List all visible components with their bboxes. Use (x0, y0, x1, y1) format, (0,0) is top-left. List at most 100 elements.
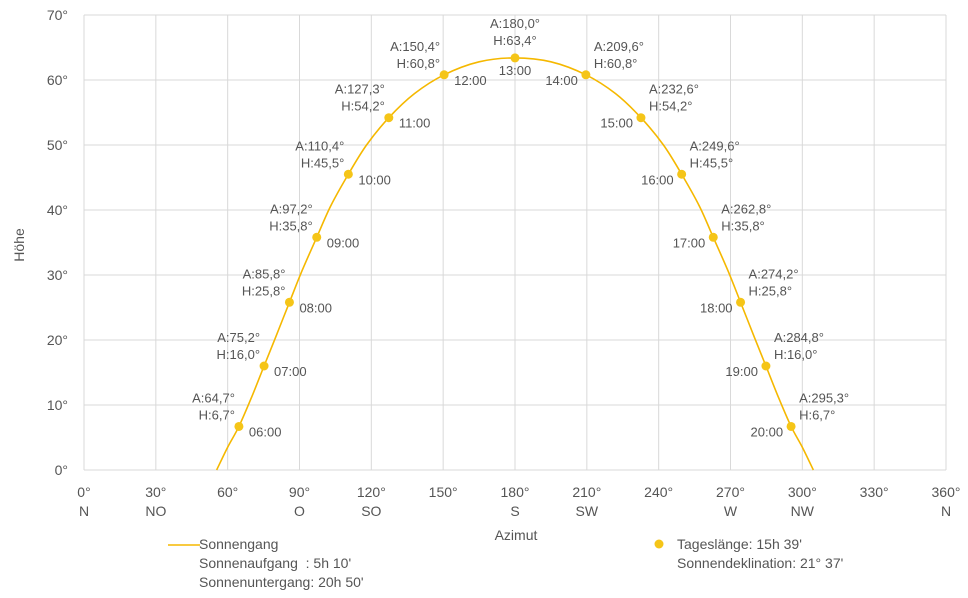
point-altitude-label: H:54,2° (649, 99, 693, 114)
point-time-label: 19:00 (725, 364, 758, 379)
x-tick-label: 150° (429, 484, 458, 500)
legend-line-name: Sonnengang (199, 536, 279, 552)
point-altitude-label: H:60,8° (397, 56, 441, 71)
x-direction-label: O (294, 503, 305, 519)
x-axis-label: Azimut (495, 527, 538, 543)
point-altitude-label: H:54,2° (341, 99, 385, 114)
point-azimuth-label: A:64,7° (192, 390, 235, 405)
x-tick-label: 0° (77, 484, 90, 500)
y-tick-label: 60° (47, 72, 68, 88)
point-azimuth-label: A:150,4° (390, 39, 440, 54)
hour-point (708, 232, 718, 242)
point-azimuth-label: A:85,8° (243, 266, 286, 281)
point-altitude-label: H:45,5° (301, 155, 345, 170)
point-time-label: 15:00 (600, 116, 633, 131)
point-azimuth-label: A:110,4° (295, 138, 344, 153)
hour-point (736, 297, 746, 307)
x-direction-label: SW (576, 503, 599, 519)
hour-point (234, 421, 244, 431)
point-altitude-label: H:35,8° (269, 218, 313, 233)
point-time-label: 07:00 (274, 364, 307, 379)
point-time-label: 20:00 (751, 424, 784, 439)
point-time-label: 10:00 (358, 172, 391, 187)
point-time-label: 13:00 (499, 63, 532, 78)
legend-sunset: Sonnenuntergang: 20h 50' (199, 574, 364, 590)
hour-point (284, 297, 294, 307)
x-tick-label: 90° (289, 484, 310, 500)
hour-point (761, 361, 771, 371)
point-altitude-label: H:6,7° (799, 407, 835, 422)
x-tick-label: 360° (932, 484, 961, 500)
point-time-label: 12:00 (454, 73, 487, 88)
hour-point (581, 70, 591, 80)
x-direction-label: SO (361, 503, 381, 519)
legend-day-length: Tageslänge: 15h 39' (677, 536, 802, 552)
y-tick-label: 10° (47, 397, 68, 413)
point-azimuth-label: A:295,3° (799, 390, 849, 405)
x-direction-label: N (79, 503, 89, 519)
y-axis-label: Höhe (11, 228, 27, 262)
point-time-label: 08:00 (299, 300, 332, 315)
x-direction-label: NW (791, 503, 815, 519)
point-azimuth-label: A:97,2° (270, 201, 313, 216)
point-altitude-label: H:6,7° (199, 407, 235, 422)
point-time-label: 18:00 (700, 300, 733, 315)
x-direction-label: W (724, 503, 738, 519)
point-altitude-label: H:63,4° (493, 33, 537, 48)
point-altitude-label: H:25,8° (749, 283, 793, 298)
grid-lines (83, 14, 947, 471)
point-time-label: 06:00 (249, 424, 282, 439)
hour-point (259, 361, 269, 371)
x-tick-label: 120° (357, 484, 386, 500)
legend-declination: Sonnendeklination: 21° 37' (677, 555, 844, 571)
y-tick-labels: 0° 10° 20° 30° 40° 50° 60° 70° (47, 7, 68, 478)
hour-point (510, 53, 520, 63)
x-direction-label: NO (145, 503, 166, 519)
point-azimuth-label: A:75,2° (217, 330, 260, 345)
x-tick-label: 270° (716, 484, 745, 500)
y-tick-label: 50° (47, 137, 68, 153)
point-altitude-label: H:60,8° (594, 56, 638, 71)
legend-point-swatch (654, 539, 664, 549)
hour-point (384, 113, 394, 123)
point-time-label: 14:00 (545, 73, 578, 88)
x-tick-labels: 0° N 30° NO 60° 90° O 120° SO 150° 180° S 210° SW 240°… (77, 484, 960, 519)
point-azimuth-label: A:232,6° (649, 82, 699, 97)
point-azimuth-label: A:249,6° (690, 138, 740, 153)
point-azimuth-label: A:209,6° (594, 39, 644, 54)
point-altitude-label: H:16,0° (774, 347, 818, 362)
point-azimuth-label: A:274,2° (749, 266, 799, 281)
point-altitude-label: H:25,8° (242, 283, 286, 298)
point-altitude-label: H:16,0° (217, 347, 261, 362)
point-altitude-label: H:35,8° (721, 218, 765, 233)
legend-sunrise: Sonnenaufgang : 5h 10' (199, 555, 352, 571)
x-tick-label: 210° (572, 484, 601, 500)
y-tick-label: 70° (47, 7, 68, 23)
x-tick-label: 300° (788, 484, 817, 500)
point-time-label: 09:00 (327, 235, 360, 250)
y-tick-label: 0° (55, 462, 68, 478)
point-time-label: 17:00 (673, 235, 706, 250)
hour-point (786, 421, 796, 431)
x-direction-label: N (941, 503, 951, 519)
hour-point (636, 113, 646, 123)
hour-point (677, 169, 687, 179)
x-tick-label: 30° (145, 484, 166, 500)
hour-point (343, 169, 353, 179)
x-tick-label: 180° (501, 484, 530, 500)
x-tick-label: 60° (217, 484, 238, 500)
hourly-points: A:64,7° H:6,7° 06:00 A:75,2° H:16,0° 07:00 A:8… (192, 16, 849, 440)
point-azimuth-label: A:180,0° (490, 16, 540, 31)
legend-right: Tageslänge: 15h 39' Sonnendeklination: 2… (677, 535, 843, 573)
x-tick-label: 330° (860, 484, 889, 500)
point-time-label: 16:00 (641, 172, 674, 187)
hour-point (312, 232, 322, 242)
x-direction-label: S (510, 503, 519, 519)
y-tick-label: 40° (47, 202, 68, 218)
x-tick-label: 240° (644, 484, 673, 500)
point-time-label: 11:00 (399, 116, 431, 131)
point-azimuth-label: A:127,3° (335, 82, 385, 97)
y-tick-label: 30° (47, 267, 68, 283)
legend-left: Sonnengang Sonnenaufgang : 5h 10' Sonnen… (199, 535, 364, 592)
